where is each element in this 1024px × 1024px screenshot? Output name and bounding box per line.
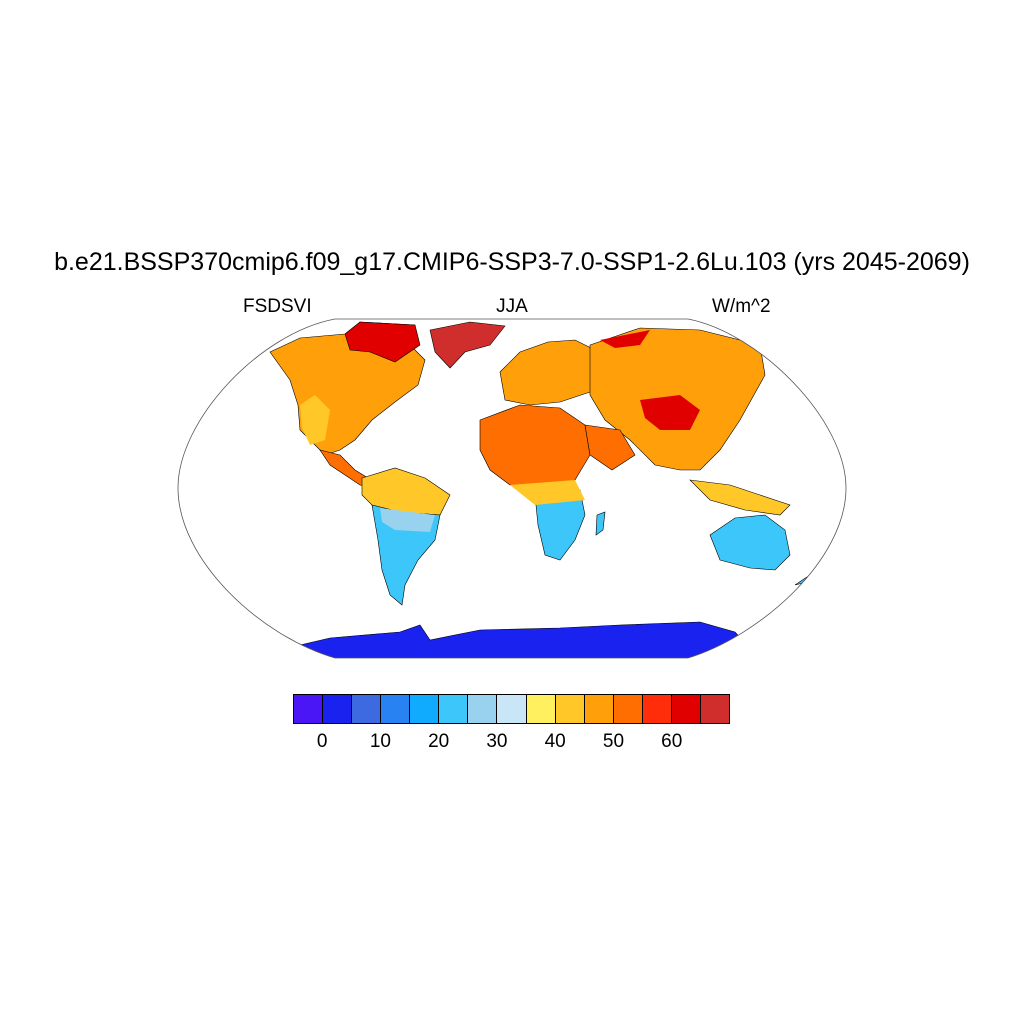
canada-arctic <box>344 321 421 363</box>
colorbar-tick-label: 50 <box>602 731 625 752</box>
colorbar-swatch-12 <box>642 695 672 723</box>
colorbar-ticks: 0 10 20 30 40 50 60 <box>0 731 1024 761</box>
colorbar-swatch-6 <box>468 695 498 723</box>
units-label: W/m^2 <box>712 296 771 317</box>
africa-north <box>479 404 591 491</box>
arabia <box>584 424 636 471</box>
australia <box>709 514 791 571</box>
colorbar-swatch-9 <box>555 695 585 723</box>
us-southwest <box>300 395 330 445</box>
tibet <box>640 395 700 430</box>
colorbar <box>293 694 730 724</box>
colorbar-swatch-7 <box>497 695 527 723</box>
new-zealand <box>794 564 821 586</box>
colorbar-swatch-13 <box>671 695 701 723</box>
europe <box>499 339 606 406</box>
south-america-mid <box>380 508 435 532</box>
colorbar-tick-label: 20 <box>428 731 450 752</box>
colorbar-swatch-1 <box>323 695 353 723</box>
colorbar-swatch-11 <box>613 695 643 723</box>
map-border <box>177 318 847 659</box>
colorbar-swatch-3 <box>381 695 411 723</box>
season-label: JJA <box>496 296 528 317</box>
plot-title: b.e21.BSSP370cmip6.f09_g17.CMIP6-SSP3-7.… <box>54 248 970 276</box>
antarctica <box>299 621 761 658</box>
africa-equator <box>510 480 585 505</box>
colorbar-swatch-0 <box>294 695 324 723</box>
colorbar-tick-label: 30 <box>486 731 508 752</box>
colorbar-tick-label: 40 <box>544 731 566 752</box>
variable-label: FSDSVI <box>243 296 312 317</box>
colorbar-swatch-2 <box>352 695 382 723</box>
indonesia <box>689 479 791 516</box>
colorbar-tick-label: 60 <box>661 731 683 752</box>
colorbar-tick-label: 10 <box>369 731 391 752</box>
colorbar-swatch-4 <box>410 695 440 723</box>
colorbar-swatch-10 <box>584 695 614 723</box>
colorbar-swatch-14 <box>700 695 729 723</box>
colorbar-tick-label: 0 <box>316 731 328 752</box>
madagascar <box>595 511 606 536</box>
asia-north <box>600 330 650 348</box>
colorbar-swatch-8 <box>526 695 556 723</box>
colorbar-swatch-5 <box>439 695 469 723</box>
greenland <box>429 321 506 369</box>
